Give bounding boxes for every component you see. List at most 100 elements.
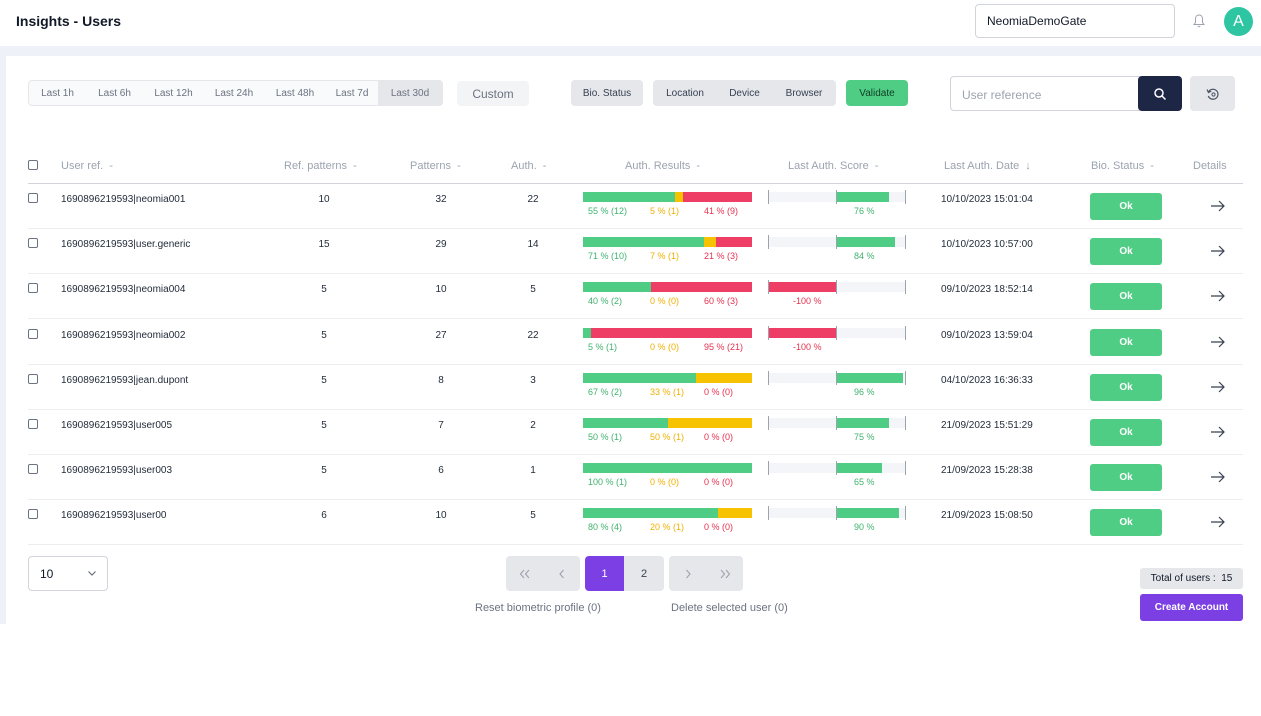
last-score-gauge (768, 461, 906, 476)
select-all-checkbox[interactable] (28, 160, 38, 170)
time-range-last-30d[interactable]: Last 30d (378, 81, 442, 105)
arrow-right-icon[interactable] (1208, 513, 1228, 531)
auth-failure-segment (650, 282, 752, 293)
delete-selected-user-button[interactable]: Delete selected user (0) (671, 602, 788, 614)
sort-icon: - (352, 160, 357, 172)
bio-status-badge[interactable]: Ok (1090, 328, 1162, 356)
create-account-button[interactable]: Create Account (1140, 594, 1243, 621)
col-last-score[interactable]: Last Auth. Score - (788, 160, 878, 172)
last-page-button[interactable] (706, 556, 743, 591)
first-page-button[interactable] (506, 556, 543, 591)
time-range-last-48h[interactable]: Last 48h (275, 87, 315, 99)
score-zero-tick (836, 235, 837, 250)
table-row[interactable]: 1690896219593|neomia002 5 27 22 5 % (1) 0 % (… (28, 320, 1243, 365)
bio-status-filter-button[interactable]: Bio. Status (571, 80, 643, 106)
row-checkbox[interactable] (28, 509, 38, 520)
time-range-last-24h[interactable]: Last 24h (214, 87, 254, 99)
col-last-date[interactable]: Last Auth. Date ↓ (944, 160, 1031, 172)
arrow-right-icon[interactable] (1208, 333, 1228, 351)
user-ref[interactable]: 1690896219593|jean.dupont (61, 374, 189, 386)
arrow-right-icon[interactable] (1208, 378, 1228, 396)
page-size-select[interactable]: 10 (28, 556, 108, 591)
time-range-last-12h[interactable]: Last 12h (154, 87, 193, 99)
page-1-button[interactable]: 1 (585, 556, 624, 591)
row-checkbox[interactable] (28, 238, 38, 249)
auth-warning-segment (718, 508, 752, 519)
page-2-button[interactable]: 2 (624, 556, 664, 591)
next-page-button[interactable] (669, 556, 706, 591)
content-card (6, 56, 1261, 624)
gate-selector[interactable]: NeomiaDemoGate (975, 4, 1175, 38)
device-filter-button[interactable]: Device (729, 87, 760, 99)
bio-status-badge[interactable]: Ok (1090, 238, 1162, 266)
table-row[interactable]: 1690896219593|user.generic 15 29 14 71 % (10… (28, 229, 1243, 275)
row-checkbox[interactable] (28, 193, 38, 203)
last-score-gauge (768, 190, 906, 204)
validate-button[interactable]: Validate (846, 80, 908, 106)
col-auth-results[interactable]: Auth. Results - (625, 160, 700, 172)
row-checkbox[interactable] (28, 328, 38, 339)
last-auth-date: 21/09/2023 15:51:29 (941, 420, 1033, 431)
user-ref[interactable]: 1690896219593|user005 (61, 420, 173, 431)
col-ref-patterns[interactable]: Ref. patterns - (284, 160, 357, 172)
last-score-gauge (768, 416, 906, 430)
row-checkbox[interactable] (28, 283, 38, 294)
bio-status-badge[interactable]: Ok (1090, 419, 1162, 446)
table-row[interactable]: 1690896219593|user003 5 6 1 100 % (1) 0 % (0)… (28, 455, 1243, 501)
bell-icon[interactable] (1192, 13, 1206, 29)
row-checkbox[interactable] (28, 464, 38, 475)
arrow-right-icon[interactable] (1208, 287, 1228, 305)
user-ref[interactable]: 1690896219593|neomia002 (61, 329, 186, 341)
custom-range-button[interactable]: Custom (457, 81, 529, 106)
col-user-ref[interactable]: User ref. - (61, 160, 113, 172)
table-row[interactable]: 1690896219593|user00 6 10 5 80 % (4) 20 % (1)… (28, 500, 1243, 546)
time-range-last-7d[interactable]: Last 7d (335, 87, 369, 99)
score-min-tick (768, 280, 769, 295)
reset-filters-button[interactable] (1190, 76, 1235, 111)
user-ref[interactable]: 1690896219593|neomia001 (61, 194, 186, 205)
prev-page-button[interactable] (543, 556, 580, 591)
arrow-right-icon[interactable] (1208, 242, 1228, 260)
time-range-last-6h[interactable]: Last 6h (98, 87, 131, 99)
bio-status-badge[interactable]: Ok (1090, 509, 1162, 537)
auth-value: 5 (530, 284, 536, 296)
arrow-right-icon[interactable] (1208, 423, 1228, 441)
bio-status-badge[interactable]: Ok (1090, 464, 1162, 492)
user-ref[interactable]: 1690896219593|user00 (61, 510, 167, 522)
avatar[interactable]: A (1224, 7, 1253, 36)
score-fill (836, 418, 889, 428)
score-zero-tick (836, 506, 837, 521)
bio-status-badge[interactable]: Ok (1090, 193, 1162, 220)
col-auth[interactable]: Auth. - (511, 160, 546, 172)
user-reference-input[interactable]: User reference (950, 76, 1140, 111)
arrow-right-icon[interactable] (1208, 468, 1228, 486)
user-ref[interactable]: 1690896219593|user.generic (61, 239, 191, 251)
score-max-tick (905, 325, 906, 340)
score-min-tick (768, 416, 769, 430)
bio-status-badge[interactable]: Ok (1090, 373, 1162, 401)
auth-value: 3 (530, 374, 536, 386)
search-button[interactable] (1138, 76, 1182, 111)
arrow-right-icon[interactable] (1208, 197, 1228, 215)
row-checkbox[interactable] (28, 419, 38, 429)
failure-label: 41 % (9) (704, 206, 739, 216)
col-bio-status[interactable]: Bio. Status - (1091, 160, 1154, 172)
auth-warning-segment (704, 237, 717, 248)
table-row[interactable]: 1690896219593|neomia001 10 32 22 55 % (12) 5 … (28, 184, 1243, 229)
browser-filter-button[interactable]: Browser (785, 87, 823, 99)
auth-warning-segment (667, 418, 752, 428)
user-ref[interactable]: 1690896219593|user003 (61, 465, 173, 477)
row-checkbox[interactable] (28, 373, 38, 384)
reset-biometric-profile-button[interactable]: Reset biometric profile (0) (475, 602, 601, 614)
success-label: 50 % (1) (588, 432, 623, 442)
user-ref[interactable]: 1690896219593|neomia004 (61, 284, 186, 296)
time-range-last-1h[interactable]: Last 1h (41, 87, 74, 99)
score-zero-tick (836, 461, 837, 476)
table-row[interactable]: 1690896219593|neomia004 5 10 5 40 % (2) 0 % (… (28, 274, 1243, 320)
table-row[interactable]: 1690896219593|user005 5 7 2 50 % (1) 50 % (1)… (28, 410, 1243, 455)
location-filter-button[interactable]: Location (666, 87, 704, 99)
bio-status-badge[interactable]: Ok (1090, 283, 1162, 311)
table-row[interactable]: 1690896219593|jean.dupont 5 8 3 67 % (2) 33 %… (28, 365, 1243, 410)
patterns-value: 32 (435, 194, 447, 205)
col-patterns[interactable]: Patterns - (410, 160, 461, 172)
